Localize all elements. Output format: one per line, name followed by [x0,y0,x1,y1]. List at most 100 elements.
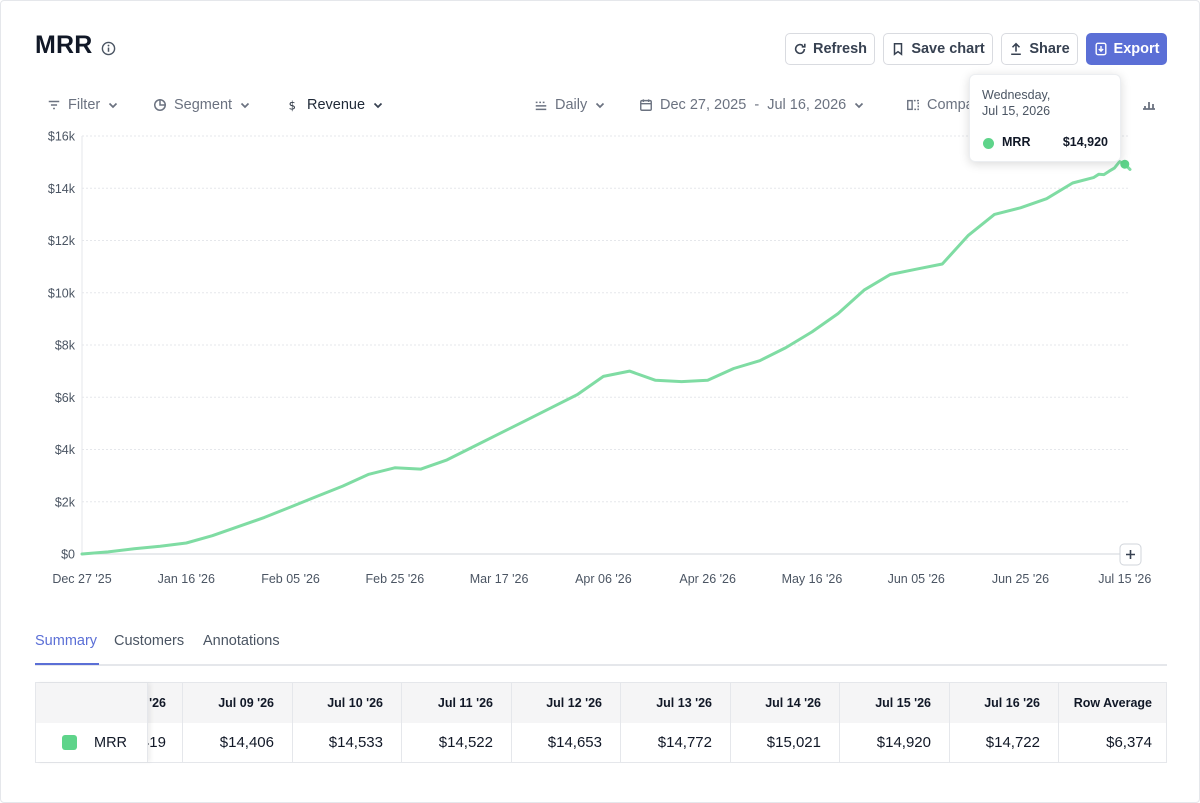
save-chart-button[interactable]: Save chart [883,33,993,65]
row-label-cell: MRR [36,683,148,762]
active-tab-indicator [35,663,99,665]
row-name: MRR [94,735,128,751]
share-label: Share [1029,41,1070,57]
table-header-row [36,683,1166,723]
bookmark-icon [894,43,903,56]
interval-icon [535,101,547,111]
tab-summary[interactable]: Summary [35,633,98,649]
mrr-line-chart[interactable]: $0 $2k $4k $6k $8k $10k $12k $14k $16k Dec 27 '25… [0,120,1200,600]
column-header: Jul 09 '26 [218,696,274,710]
summary-table: MRR '26 419 Jul 09 '26 $14,406 Jul 10 '2… [35,682,1167,763]
column-header: Jul 13 '26 [656,696,712,710]
column-header: Jul 16 '26 [984,696,1040,710]
upload-icon [1011,42,1022,56]
interval-dropdown[interactable]: Daily [534,94,606,116]
export-button[interactable]: Export [1086,33,1167,65]
tooltip-series-name: MRR [1002,135,1031,149]
column-header: Jul 10 '26 [327,696,383,710]
compare-icon [907,99,919,111]
column-value: $14,772 [657,734,712,751]
y-tick-label: $0 [61,548,75,562]
dollar-icon: $ [289,98,296,112]
date-range-picker[interactable]: Dec 27, 2025 - Jul 16, 2026 [639,94,865,116]
x-tick-label: Dec 27 '25 [52,572,111,586]
tab-bar: Summary Customers Annotations [35,624,1167,666]
filter-icon [48,100,60,110]
column-header: Jul 15 '26 [875,696,931,710]
y-tick-label: $8k [55,339,76,353]
filter-label: Filter [68,97,101,113]
filter-dropdown[interactable]: Filter [47,94,119,116]
row-label-header [36,683,147,723]
table-column: Jul 09 '26 $14,406 [182,683,292,762]
compare-dropdown[interactable]: Compa [906,94,974,116]
tooltip-value: $14,920 [1062,135,1108,149]
metric-dropdown[interactable]: $ Revenue [286,94,384,116]
compare-label: Compa [927,97,974,113]
interval-label: Daily [555,97,588,113]
table-column: Jul 12 '26 $14,653 [511,683,620,762]
metric-label: Revenue [307,97,366,113]
x-tick-label: Mar 17 '26 [470,572,529,586]
tooltip-day: Jul 15, 2026 [982,104,1051,118]
share-button[interactable]: Share [1001,33,1078,65]
y-tick-label: $12k [48,234,76,248]
tab-annotations[interactable]: Annotations [203,633,280,649]
save-chart-label: Save chart [911,41,985,57]
info-icon[interactable] [101,41,116,56]
chevron-down-icon [109,102,118,109]
chevron-down-icon [373,102,383,109]
column-value: $6,374 [1106,734,1152,751]
chevron-down-icon [596,102,605,109]
segment-label: Segment [174,97,233,113]
y-tick-label: $2k [55,495,76,509]
segment-dropdown[interactable]: Segment [153,94,251,116]
table-column: Jul 10 '26 $14,533 [292,683,401,762]
svg-text:$: $ [289,98,296,112]
column-value: $15,021 [766,734,821,751]
column-value: $14,653 [547,734,602,751]
refresh-button[interactable]: Refresh [785,33,875,65]
column-header: Jul 14 '26 [765,696,821,710]
column-header: '26 [149,696,166,710]
column-value: $14,406 [219,734,274,751]
export-icon [1095,42,1107,56]
x-tick-label: Jun 05 '26 [888,572,945,586]
tooltip-date: Wednesday, Jul 15, 2026 [982,87,1082,119]
y-tick-label: $6k [55,391,76,405]
date-range-label: Dec 27, 2025 - Jul 16, 2026 [660,97,847,113]
chart-tooltip: Wednesday, Jul 15, 2026 MRR $14,920 [969,74,1121,162]
y-tick-label: $4k [55,443,76,457]
y-tick-label: $10k [48,286,76,300]
table-column: Jul 11 '26 $14,522 [401,683,511,762]
tooltip-weekday: Wednesday, [982,88,1051,102]
mrr-series-line [80,160,1132,556]
plus-icon [1126,550,1135,559]
x-tick-label: May 16 '26 [782,572,843,586]
calendar-icon [640,99,652,111]
export-label: Export [1113,41,1160,57]
x-tick-label: Apr 26 '26 [679,572,736,586]
tab-customers[interactable]: Customers [114,633,185,649]
table-column: Jul 14 '26 $15,021 [730,683,839,762]
refresh-label: Refresh [813,41,867,57]
chevron-down-icon [855,102,864,109]
column-value: $14,722 [985,734,1040,751]
column-header: Jul 12 '26 [546,696,602,710]
tooltip-series-dot [983,138,994,149]
column-header: Jul 11 '26 [437,696,493,710]
column-header: Row Average [1073,696,1152,710]
column-value: $14,522 [438,734,493,751]
legend-swatch [62,735,77,750]
x-tick-label: Apr 06 '26 [575,572,632,586]
x-tick-label: Jul 15 '26 [1098,572,1151,586]
pie-chart-icon [154,99,166,111]
x-tick-label: Feb 25 '26 [365,572,424,586]
y-tick-label: $14k [48,182,76,196]
page-title: MRR [35,31,93,59]
x-tick-label: Feb 05 '26 [261,572,320,586]
chart-type-icon[interactable] [1141,97,1157,111]
refresh-icon [794,43,806,55]
table-column: Row Average $6,374 [1058,683,1166,762]
column-value: $14,920 [876,734,931,751]
